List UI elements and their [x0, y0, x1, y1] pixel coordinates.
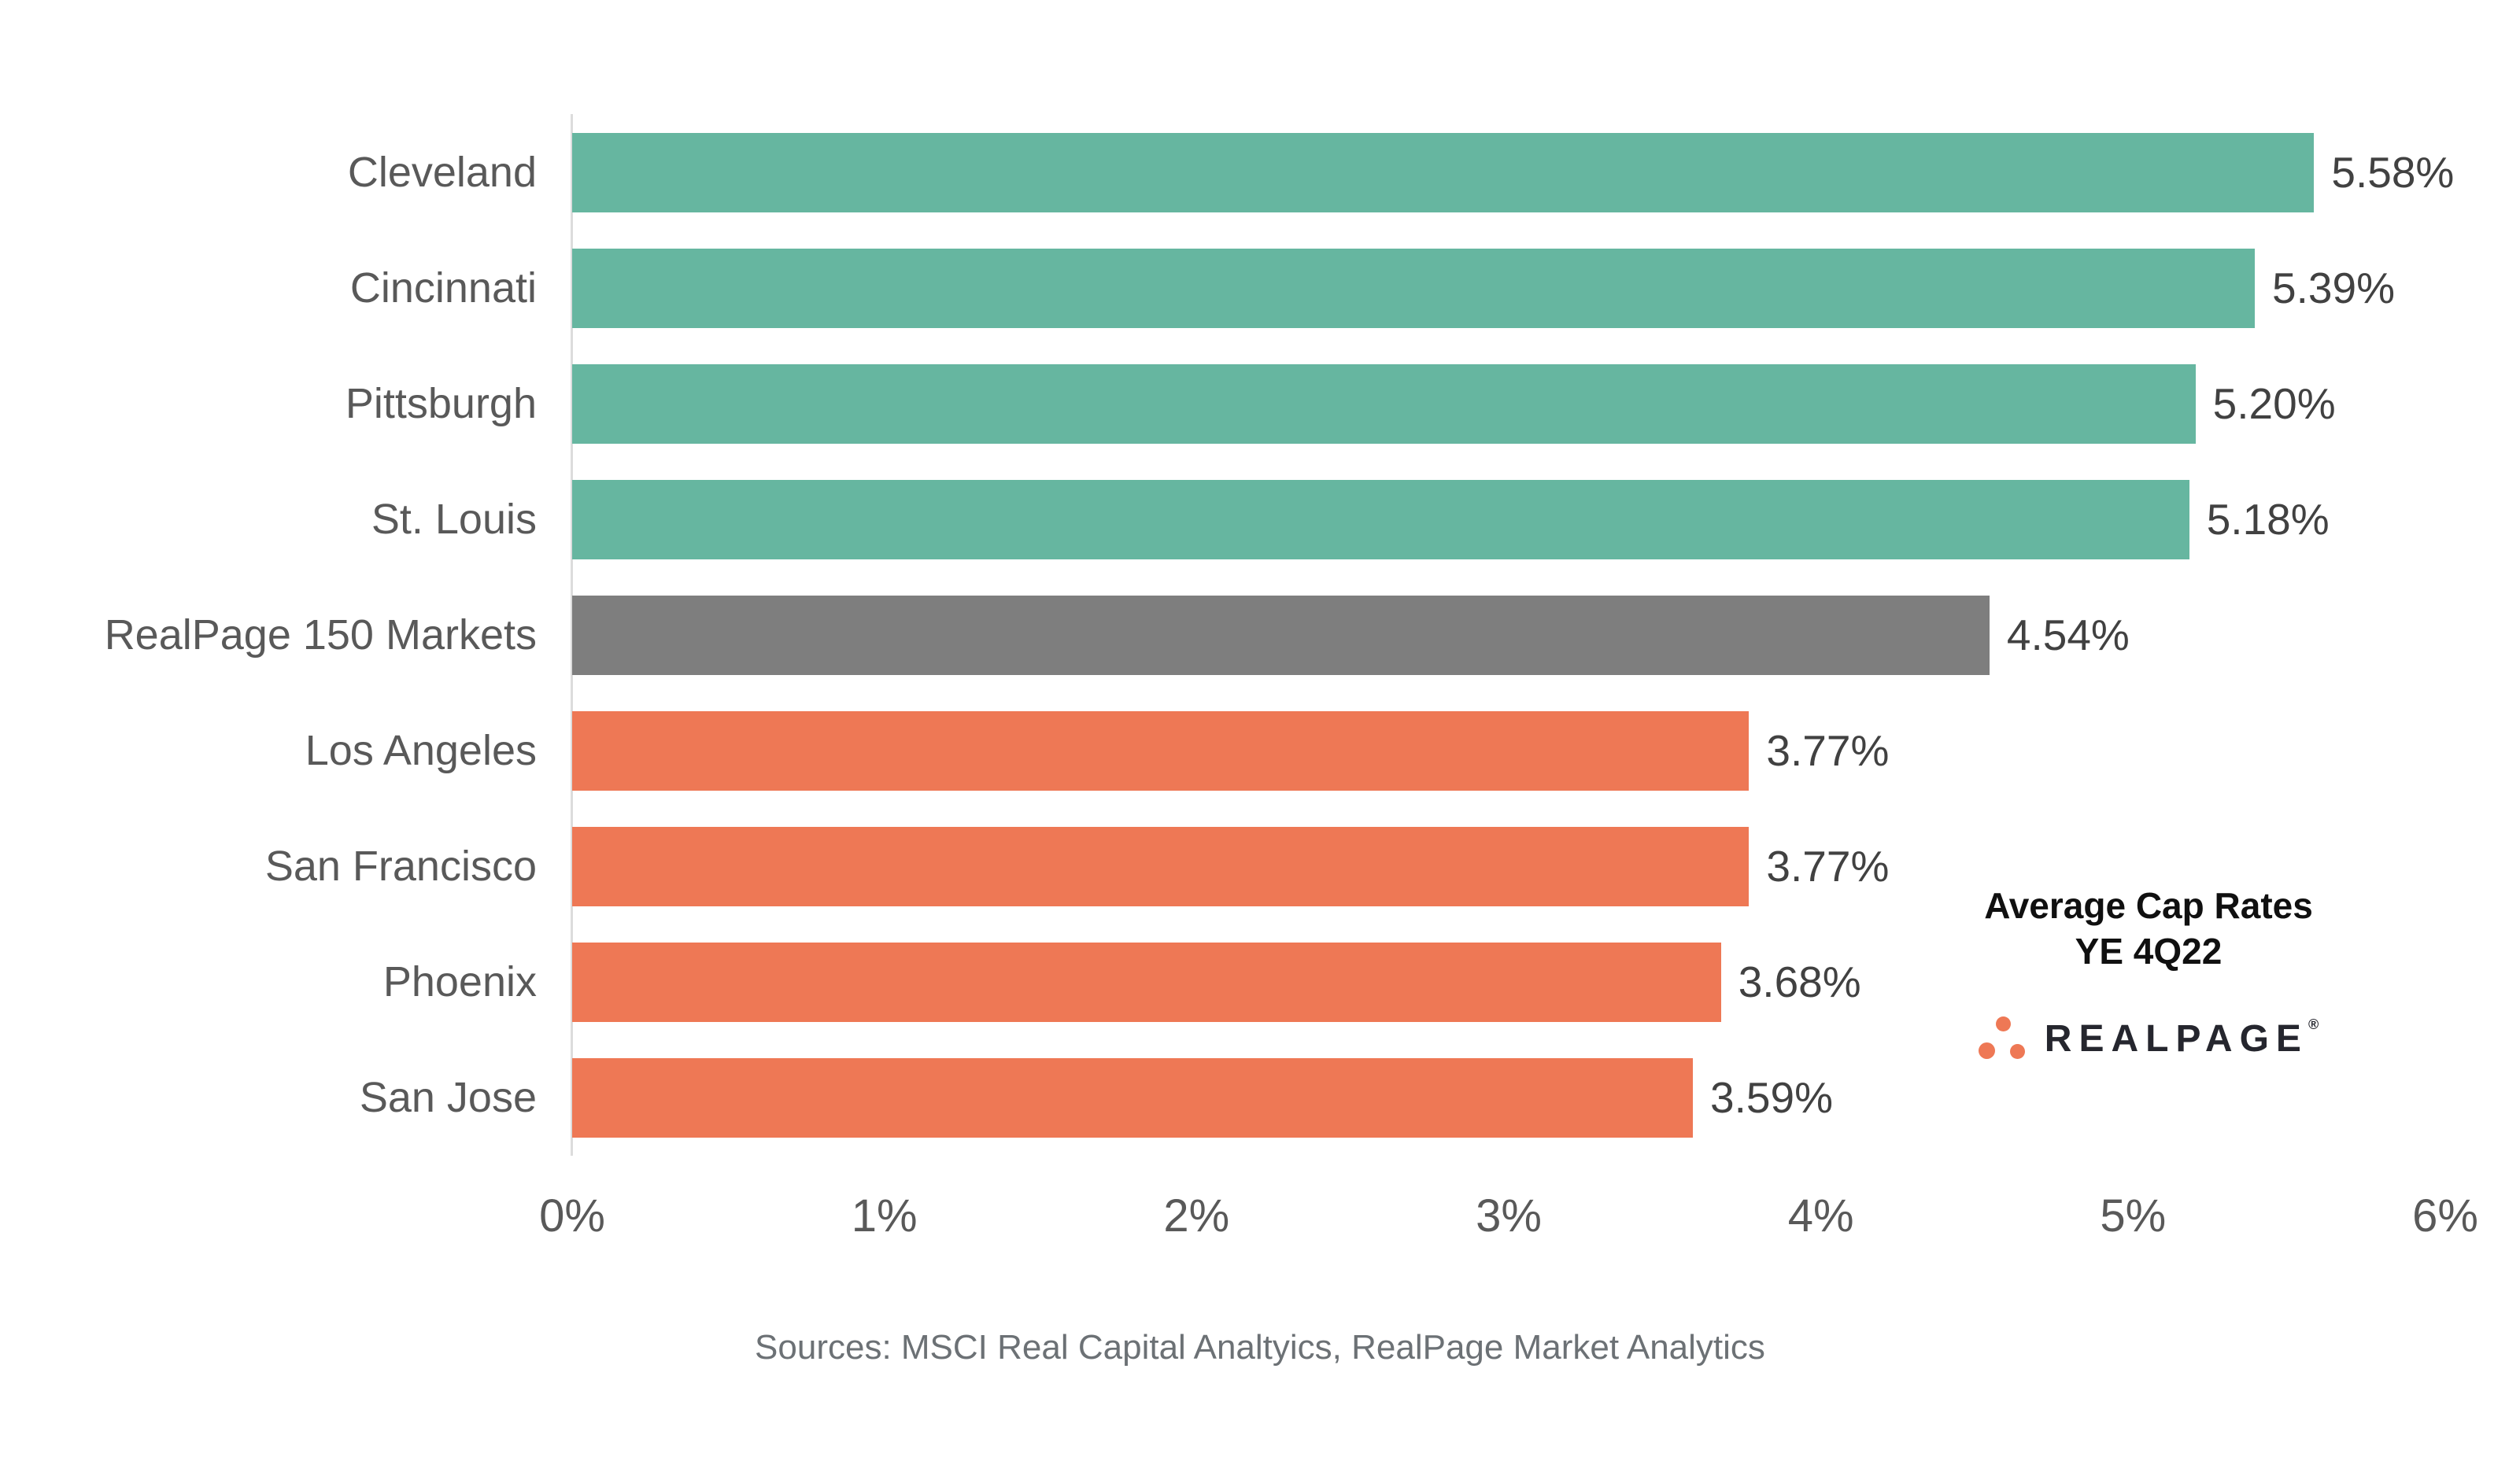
category-label: St. Louis: [371, 496, 537, 543]
y-axis-line: [571, 114, 573, 1156]
category-label: San Francisco: [264, 843, 537, 890]
realpage-logo-text: REALPAGE®: [2045, 1016, 2319, 1061]
bar: [572, 596, 1990, 675]
x-axis-tick-labels: 0% 1% 2% 3% 4% 5% 6%: [0, 1190, 2520, 1253]
bar: [572, 943, 1721, 1022]
value-label: 3.59%: [1710, 1073, 1833, 1122]
chart-row: Los Angeles 3.77%: [0, 693, 2520, 809]
category-label: San Jose: [359, 1074, 537, 1121]
chart-row: Phoenix 3.68%: [0, 924, 2520, 1040]
x-axis-tick-label: 2%: [1163, 1190, 1230, 1241]
value-label: 5.39%: [2272, 264, 2395, 312]
x-axis-tick-label: 0%: [539, 1190, 605, 1241]
chart-row: San Francisco 3.77%: [0, 809, 2520, 924]
category-label: Phoenix: [382, 958, 537, 1005]
logo-dot-icon: [2009, 1044, 2025, 1059]
logo-dot-icon: [1978, 1042, 1995, 1059]
category-label: RealPage 150 Markets: [104, 611, 537, 659]
category-label: Pittsburgh: [345, 380, 537, 427]
side-panel: Average Cap Rates YE 4Q22 REALPAGE®: [1920, 883, 2377, 1061]
value-label: 5.58%: [2331, 148, 2455, 197]
chart-title-line2: YE 4Q22: [2075, 931, 2223, 972]
chart-title: Average Cap Rates YE 4Q22: [1920, 883, 2377, 974]
value-label: 3.68%: [1738, 957, 1861, 1006]
bar: [572, 711, 1750, 791]
x-axis-tick-label: 6%: [2412, 1190, 2478, 1241]
value-label: 3.77%: [1766, 842, 1890, 891]
category-label: Cleveland: [347, 149, 537, 196]
logo-dot-icon: [1995, 1016, 2011, 1031]
bar: [572, 133, 2315, 212]
bar: [572, 480, 2189, 559]
value-label: 5.18%: [2206, 495, 2330, 544]
category-label: Los Angeles: [305, 727, 537, 774]
x-axis-tick-label: 3%: [1476, 1190, 1542, 1241]
category-label: Cincinnati: [349, 264, 537, 312]
sources-note: Sources: MSCI Real Capital Analtyics, Re…: [755, 1328, 1765, 1367]
realpage-logo-dots-icon: [1978, 1016, 2027, 1061]
chart-row: St. Louis 5.18%: [0, 462, 2520, 577]
bar: [572, 364, 2196, 444]
chart-row: RealPage 150 Markets 4.54%: [0, 577, 2520, 693]
chart-row: Cincinnati 5.39%: [0, 231, 2520, 346]
chart-title-line1: Average Cap Rates: [1984, 885, 2313, 926]
bar: [572, 827, 1750, 906]
value-label: 3.77%: [1766, 726, 1890, 775]
realpage-logo: REALPAGE®: [1920, 1016, 2377, 1061]
chart-row: Cleveland 5.58%: [0, 115, 2520, 231]
registered-trademark-icon: ®: [2308, 1016, 2319, 1032]
x-axis-tick-label: 5%: [2100, 1190, 2167, 1241]
value-label: 4.54%: [2006, 611, 2130, 659]
chart-row: San Jose 3.59%: [0, 1040, 2520, 1156]
chart-row: Pittsburgh 5.20%: [0, 346, 2520, 462]
bar-chart: Cleveland 5.58% Cincinnati 5.39% Pittsburgh 5…: [0, 115, 2520, 1156]
bar: [572, 249, 2256, 328]
x-axis-tick-label: 4%: [1787, 1190, 1854, 1241]
x-axis-tick-label: 1%: [851, 1190, 918, 1241]
bar: [572, 1058, 1694, 1138]
realpage-wordmark: REALPAGE: [2044, 1018, 2308, 1060]
value-label: 5.20%: [2212, 379, 2336, 428]
